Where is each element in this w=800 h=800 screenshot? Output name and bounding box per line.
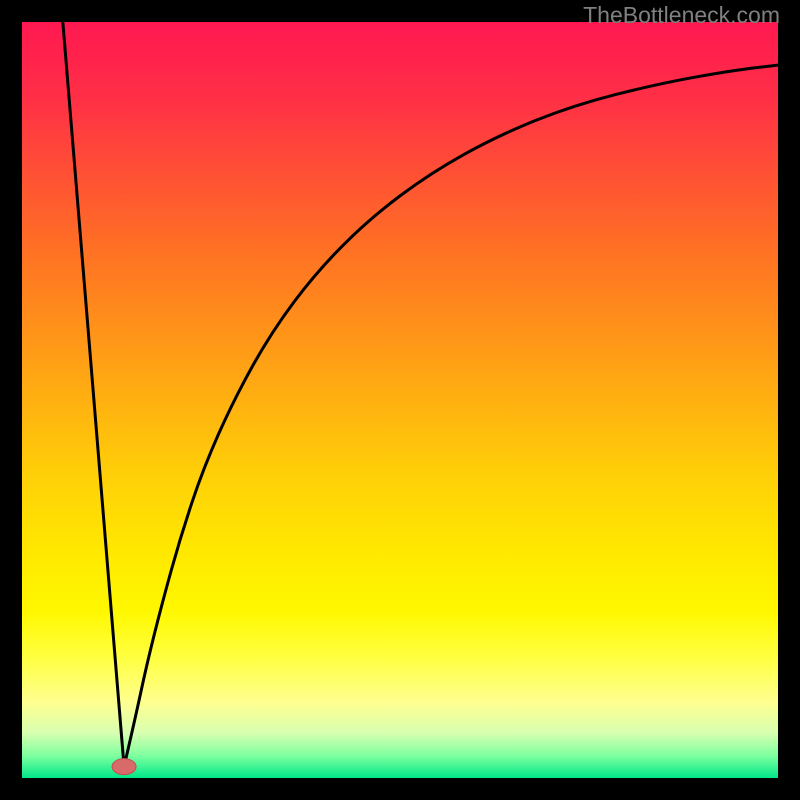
watermark-text: TheBottleneck.com	[583, 2, 780, 29]
chart-svg	[0, 0, 800, 800]
chart-background	[22, 22, 778, 778]
minimum-marker	[112, 759, 136, 775]
bottleneck-chart: TheBottleneck.com	[0, 0, 800, 800]
